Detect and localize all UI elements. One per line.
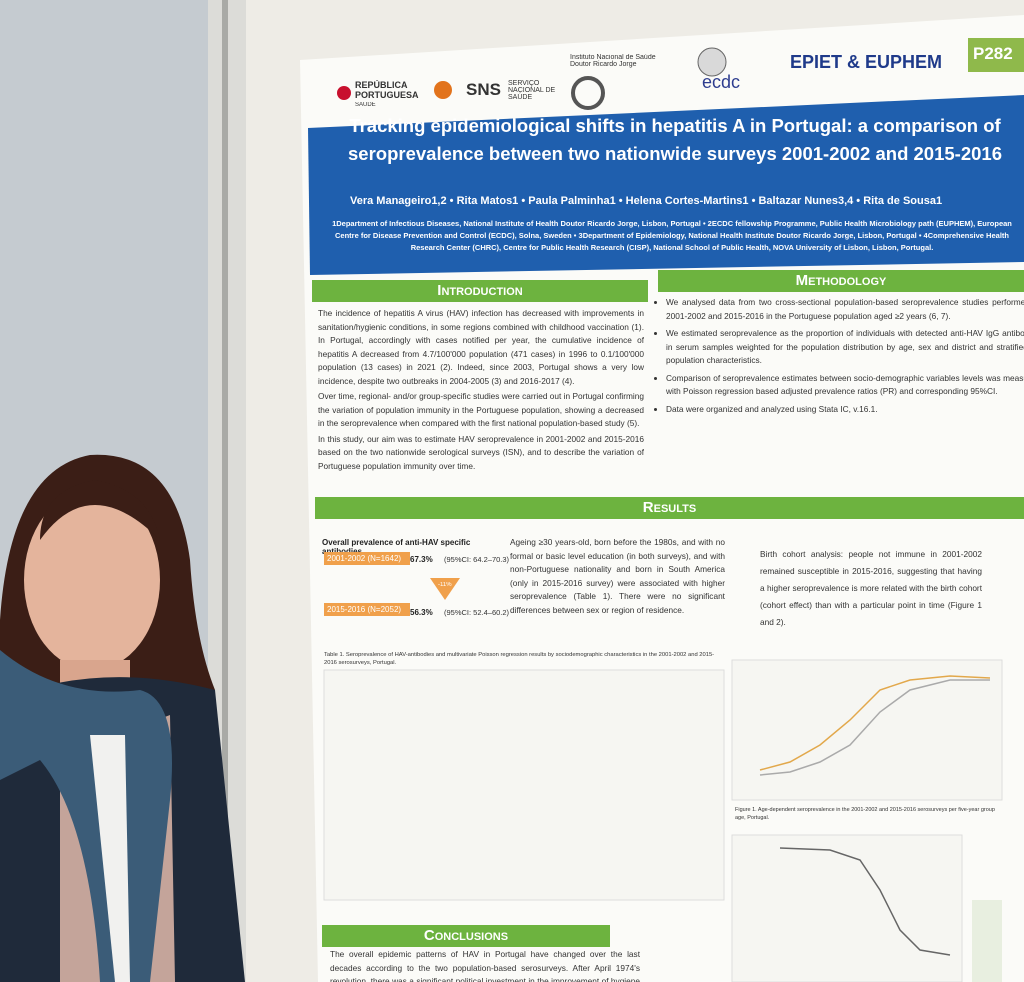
figure-2-line (779, 847, 951, 956)
figure-caption: Figure 1. Age-dependent seroprevalence i… (735, 807, 995, 821)
saude-text: SAÚDE (355, 102, 376, 108)
methodology-heading: Methodology (658, 270, 1024, 292)
rp-text: REPÚBLICA PORTUGUESA (355, 80, 419, 100)
figure-1-line-b (759, 679, 990, 776)
intro-paragraph: Over time, regional- and/or group-specif… (318, 391, 644, 428)
scarf (0, 650, 172, 982)
survey2-label: 2015-2016 (N=2052) (324, 603, 410, 616)
survey2-value: 56.3% (410, 608, 433, 617)
sns-text: SNS (466, 80, 501, 99)
eccmid-mark (972, 900, 1002, 982)
methodology-bullet: We estimated seroprevalence as the propo… (666, 327, 1024, 368)
table-1 (323, 669, 725, 901)
fringe (40, 480, 160, 540)
insa-text: Instituto Nacional de Saúde Doutor Ricar… (570, 54, 656, 68)
methodology-bullet: Data were organized and analyzed using S… (666, 403, 1024, 417)
change: -11% (438, 582, 452, 588)
change-arrow (430, 578, 460, 600)
figure-1-line-a (759, 675, 991, 771)
overall-title: Overall prevalence of anti-HAV specific … (322, 538, 471, 556)
survey1-ci: (95%CI: 64.2–70.3) (444, 555, 510, 564)
poster-id-box (968, 38, 1024, 72)
authors: Vera Manageiro1,2 • Rita Matos1 • Paula … (350, 195, 943, 207)
conclusions-heading: Conclusions (322, 925, 610, 947)
poster-id: P282 (973, 44, 1013, 63)
ecdc-text: ecdc (702, 72, 741, 92)
intro-paragraph: In this study, our aim was to estimate H… (318, 433, 644, 471)
conclusions-text: The overall epidemic patterns of HAV in … (330, 949, 640, 982)
affiliations: 1Department of Infectious Diseases, Nati… (332, 219, 1012, 252)
results-middle: Ageing ≥30 years-old, born before the 19… (510, 537, 725, 615)
survey2-ci: (95%CI: 52.4–60.2) (444, 608, 510, 617)
intro-paragraph: The incidence of hepatitis A virus (HAV)… (318, 308, 644, 386)
rp-logo (337, 86, 351, 100)
face (24, 490, 160, 670)
survey1-label: 2001-2002 (N=1642) (324, 552, 410, 565)
methodology-bullet: Comparison of seroprevalence estimates b… (666, 372, 1024, 399)
survey1-value: 67.3% (410, 555, 433, 564)
intro-text: The incidence of hepatitis A virus (HAV)… (318, 307, 644, 492)
cohort-text: Birth cohort analysis: people not immune… (760, 549, 982, 627)
sns-logo (434, 81, 452, 99)
results-heading: Results (315, 497, 1024, 519)
table-caption: Table 1. Seroprevalence of HAV-antibodie… (324, 652, 715, 666)
ecdc-globe (697, 47, 727, 77)
intro-heading: Introduction (312, 280, 648, 302)
methodology-list: We analysed data from two cross-sectiona… (650, 296, 1024, 486)
pole-edge (222, 0, 228, 982)
insa-logo (571, 76, 605, 110)
sns-sub: SERVIÇO NACIONAL DE SAÚDE (508, 80, 556, 101)
title-banner (308, 95, 1024, 275)
lanyard (90, 735, 130, 982)
figure-1 (731, 659, 1003, 801)
methodology-bullet: We analysed data from two cross-sectiona… (666, 296, 1024, 323)
figure-2 (731, 834, 963, 982)
epiet-text: EPIET & EUPHEM (790, 52, 943, 72)
poster-title: Tracking epidemiological shifts in hepat… (348, 115, 1002, 164)
